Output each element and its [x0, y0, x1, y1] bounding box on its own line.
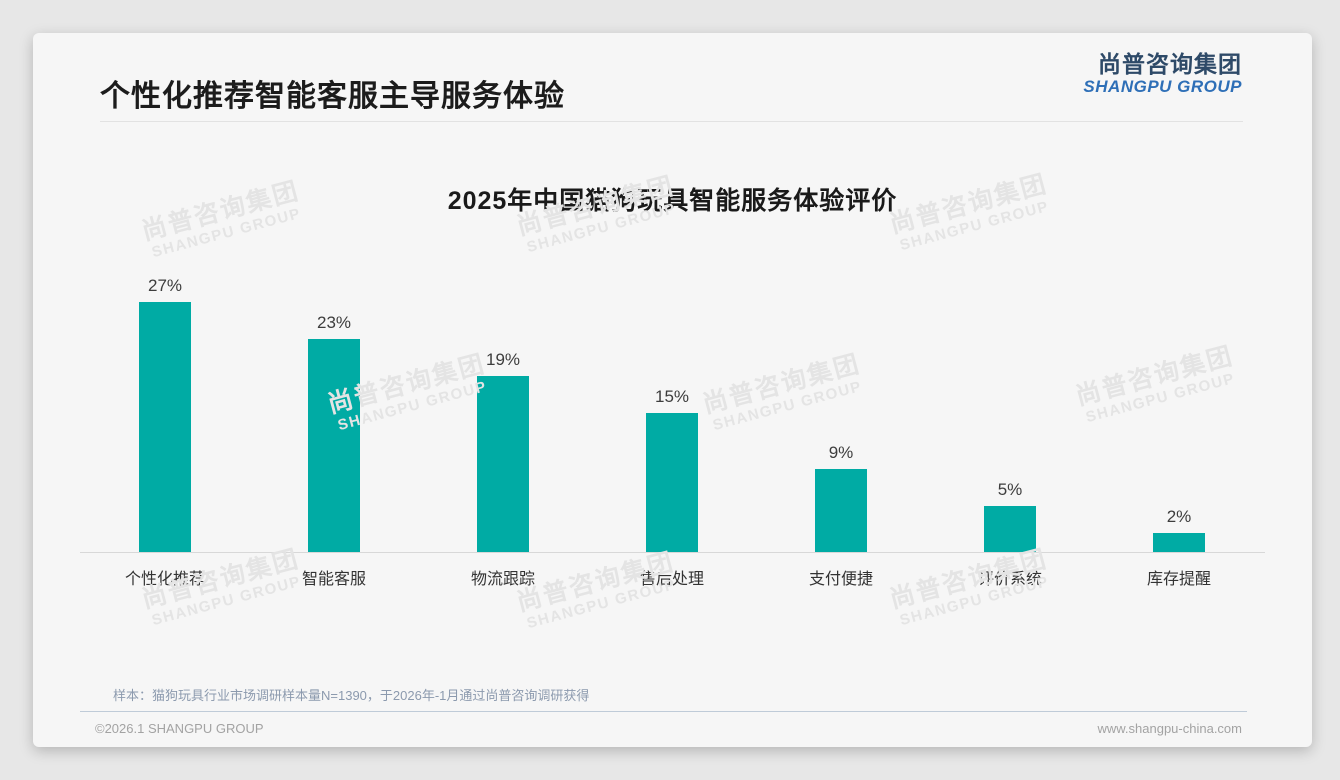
footer-divider [80, 711, 1247, 712]
chart-title: 2025年中国猫狗玩具智能服务体验评价 [447, 187, 898, 215]
bar [477, 376, 529, 552]
logo-en-text: SHANGPU GROUP [1083, 77, 1242, 97]
bar-value-label: 9% [828, 443, 854, 462]
bar-group: 19% [438, 350, 568, 552]
slide-card: 个性化推荐智能客服主导服务体验 尚普咨询集团 SHANGPU GROUP 202… [33, 33, 1312, 747]
bar-value-label: 5% [997, 480, 1023, 499]
header-divider [100, 121, 1243, 122]
bar [646, 413, 698, 552]
x-axis-label: 智能客服 [301, 571, 366, 588]
bar-group: 15% [607, 387, 737, 552]
x-axis-label: 库存提醒 [1146, 571, 1211, 588]
source-note: 样本：猫狗玩具行业市场调研样本量N=1390，于2026年-1月通过尚普咨询调研… [113, 688, 590, 703]
watermark: 尚普咨询集团 SHANGPU GROUP [501, 545, 696, 637]
bar [984, 506, 1036, 552]
bar [308, 339, 360, 552]
bar-group: 27% [100, 276, 230, 552]
bar [815, 469, 867, 552]
bar-chart: 27% 23% 19% 15% 9% 5% 2% [80, 183, 1265, 553]
bar-value-label: 23% [316, 313, 352, 332]
bar-value-label: 15% [654, 387, 690, 406]
x-axis-label: 售后处理 [639, 571, 704, 588]
bar-group: 23% [269, 313, 399, 552]
footer-website: www.shangpu-china.com [1097, 721, 1242, 736]
bar-value-label: 19% [485, 350, 521, 369]
bar-value-label: 2% [1166, 507, 1192, 526]
x-axis-line [80, 552, 1265, 553]
logo-cn-text: 尚普咨询集团 [1098, 51, 1242, 77]
bar-value-label: 27% [147, 276, 183, 295]
x-axis-label: 支付便捷 [808, 571, 873, 588]
page-title: 个性化推荐智能客服主导服务体验 [100, 80, 565, 113]
x-axis-label: 个性化推荐 [124, 571, 205, 588]
bar [139, 302, 191, 552]
bar-group: 5% [945, 480, 1075, 552]
bar-group: 9% [776, 443, 906, 552]
bar-group: 2% [1114, 507, 1244, 552]
x-axis-label: 物流跟踪 [470, 571, 535, 588]
x-axis-label: 评价系统 [977, 571, 1042, 588]
company-logo: 尚普咨询集团 SHANGPU GROUP [1083, 51, 1242, 97]
footer-copyright: ©2026.1 SHANGPU GROUP [95, 721, 264, 736]
bar [1153, 533, 1205, 552]
